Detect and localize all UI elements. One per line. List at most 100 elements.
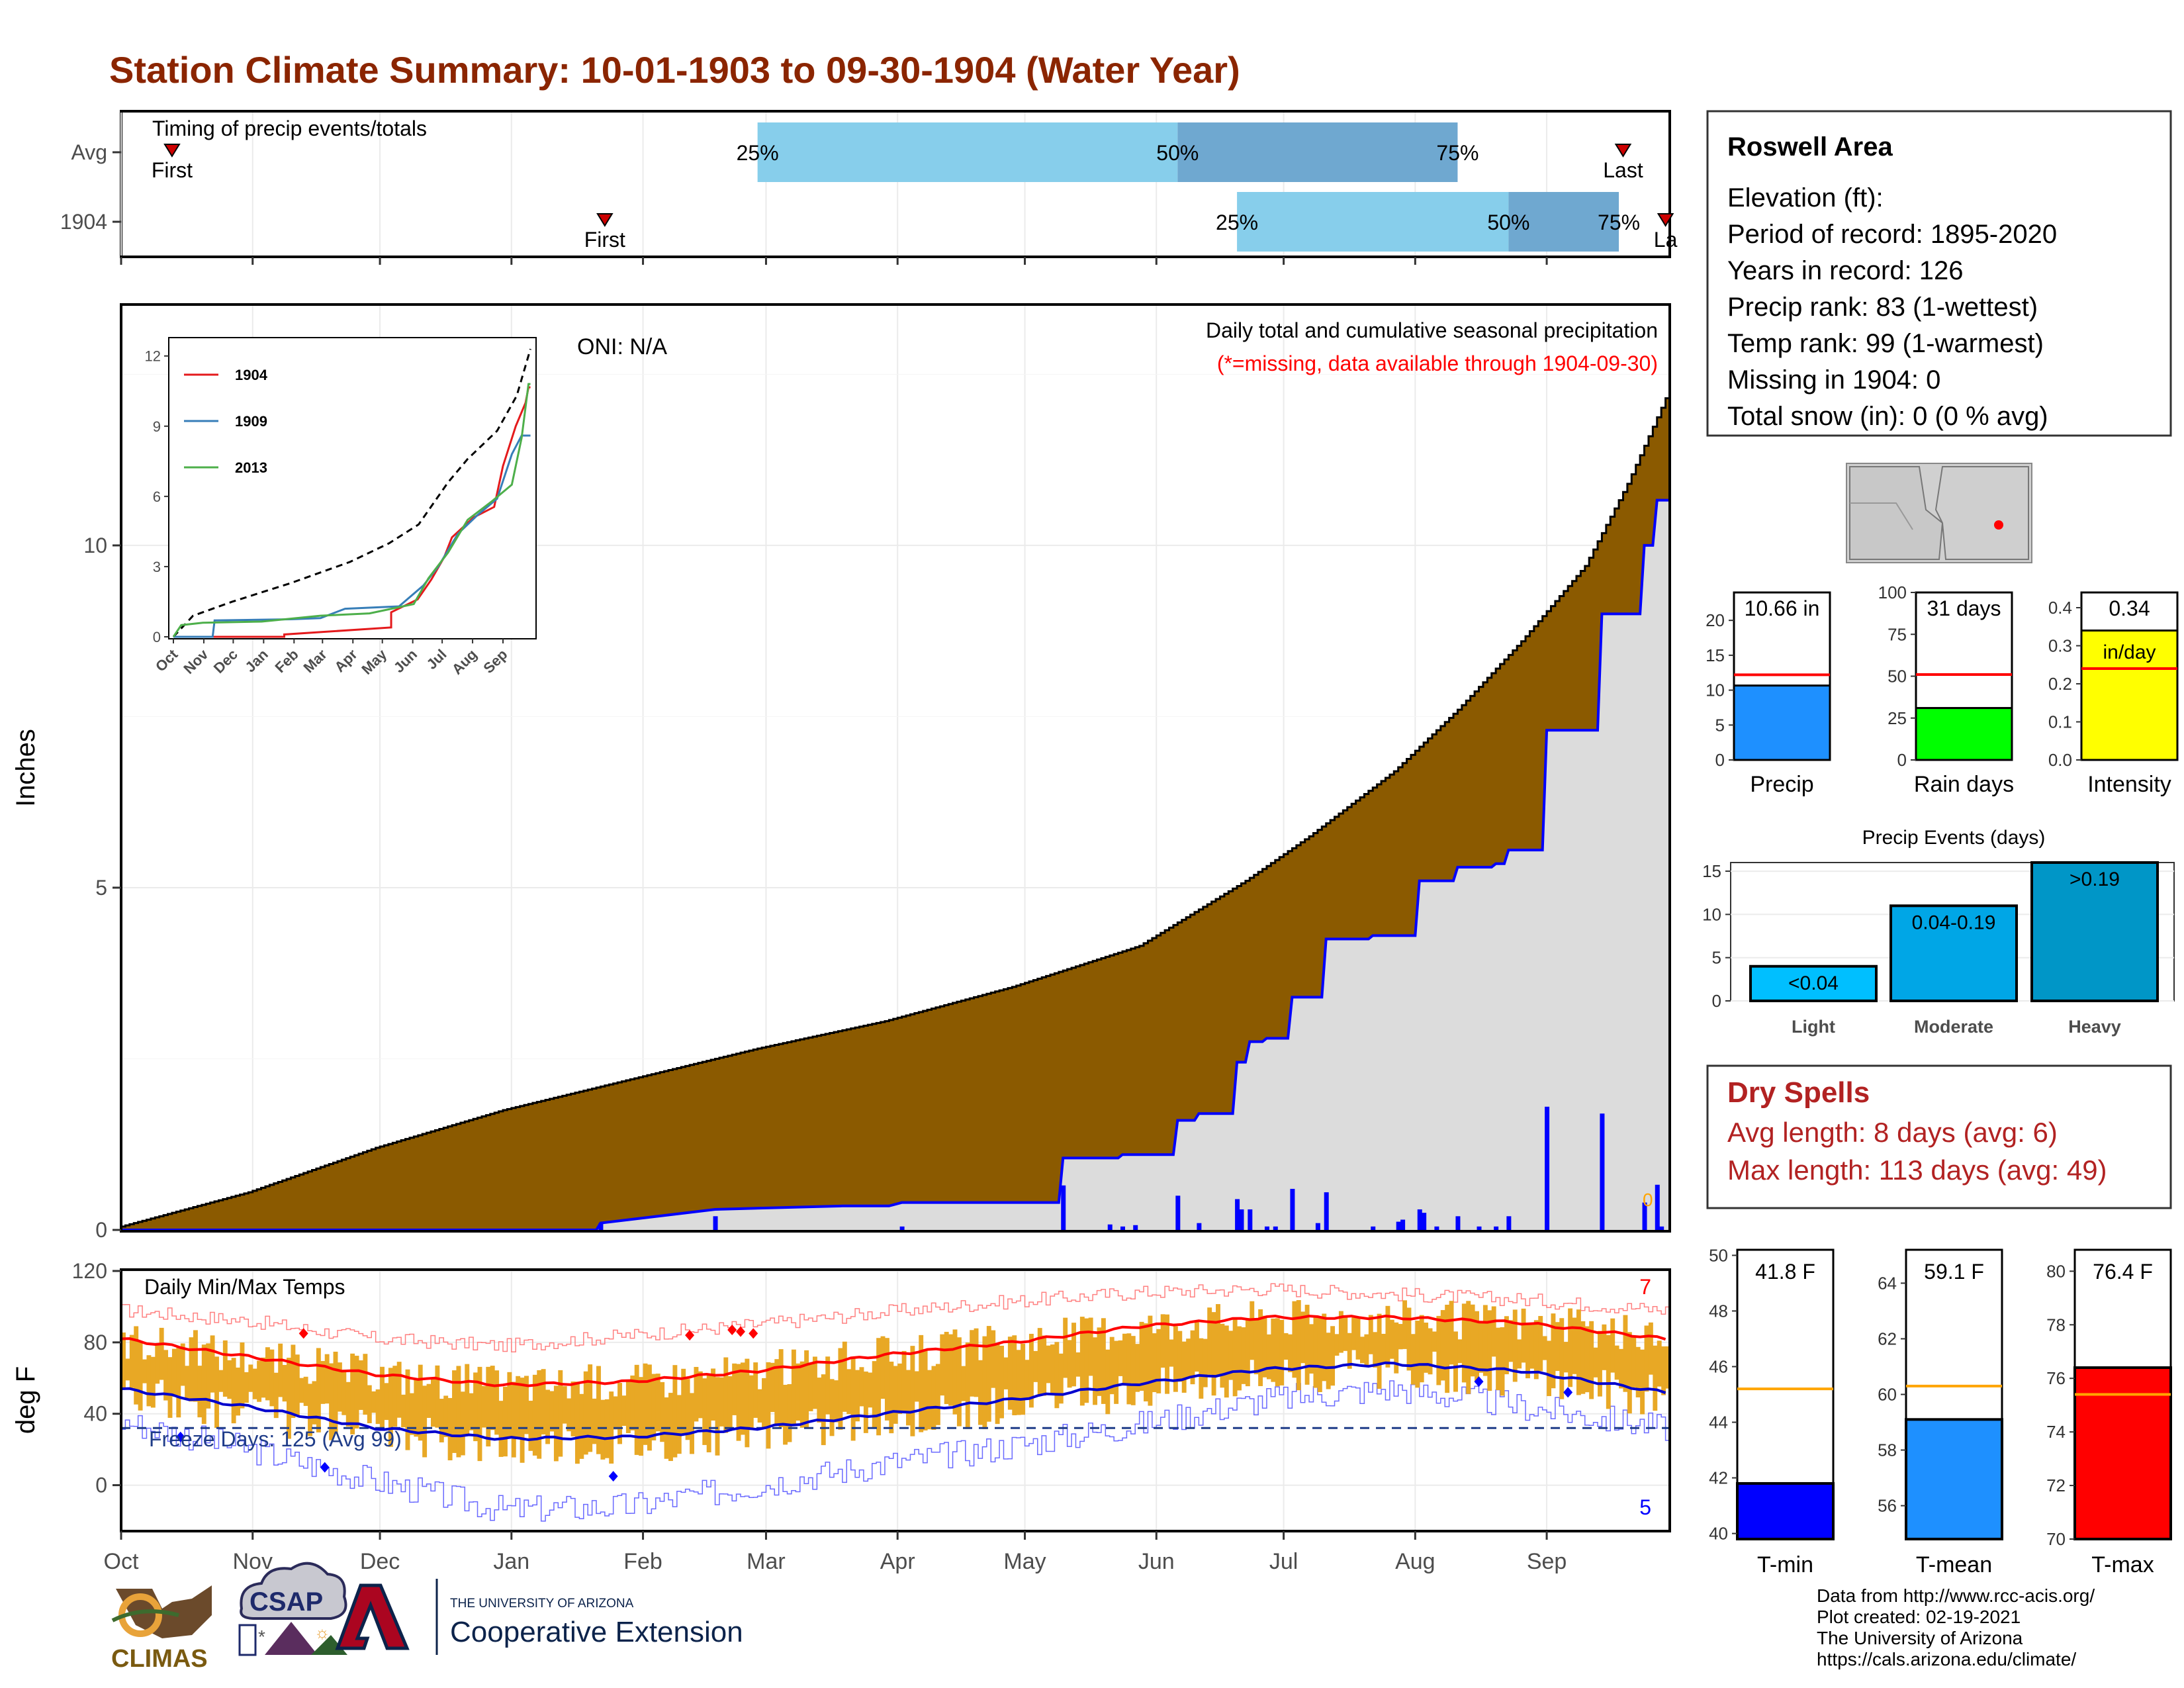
daily-temp-range-bar	[799, 1361, 805, 1428]
daily-temp-range-bar	[1058, 1353, 1064, 1404]
temp-y-tick-label: 40	[83, 1402, 107, 1426]
daily-temp-range-bar	[414, 1378, 419, 1437]
daily-temp-range-bar	[1559, 1318, 1565, 1399]
inset-y-tick-label: 3	[153, 559, 161, 575]
daily-temp-range-bar	[749, 1375, 754, 1430]
daily-temp-range-bar	[324, 1354, 330, 1404]
events-tick-label: 15	[1702, 861, 1721, 881]
daily-temp-range-bar	[159, 1327, 164, 1380]
daily-temp-range-bar	[741, 1362, 745, 1435]
daily-temp-range-bar	[537, 1370, 542, 1459]
daily-temp-range-bar	[961, 1366, 966, 1401]
daily-temp-range-bar	[1563, 1342, 1569, 1373]
daily-temp-range-bar	[516, 1376, 521, 1440]
summary-bar-value-label: 0.34	[2109, 596, 2150, 620]
precip-event-category: Moderate	[1914, 1017, 1993, 1037]
summary-bar-tick-label: 0.4	[2048, 598, 2072, 618]
daily-precip-bar	[1600, 1113, 1605, 1230]
daily-temp-range-bar	[396, 1362, 402, 1418]
inset-legend-label: 1909	[235, 413, 267, 430]
cumulative-1904-area	[121, 500, 1670, 1231]
timing-pct-label: 25%	[1216, 211, 1258, 234]
daily-temp-range-bar	[1428, 1328, 1433, 1375]
daily-precip-bar	[1290, 1188, 1295, 1230]
station-info-line: Period of record: 1895-2020	[1727, 220, 2057, 249]
daily-precip-bar	[1494, 1226, 1499, 1230]
credit-line: Data from http://www.rcc-acis.org/	[1817, 1585, 2095, 1606]
daily-temp-range-bar	[1237, 1326, 1242, 1391]
daily-temp-range-bar	[418, 1364, 423, 1441]
daily-temp-range-bar	[456, 1366, 461, 1458]
daily-temp-range-bar	[261, 1357, 266, 1398]
daily-temp-range-bar	[570, 1382, 576, 1436]
daily-temp-range-bar	[1360, 1336, 1365, 1364]
daily-precip-bar	[1239, 1209, 1244, 1230]
daily-temp-range-bar	[1614, 1345, 1619, 1380]
summary-bar-value-label: 10.66 in	[1745, 596, 1820, 620]
daily-temp-range-bar	[897, 1363, 903, 1414]
daily-temp-range-bar	[1377, 1313, 1382, 1389]
daily-temp-range-bar	[1627, 1332, 1632, 1414]
temp-summary-tick-label: 80	[2046, 1261, 2066, 1281]
dry-spells-box: Dry Spells Avg length: 8 days (avg: 6) M…	[1706, 1064, 2172, 1209]
daily-temp-range-bar	[295, 1354, 300, 1417]
daily-temp-range-bar	[236, 1367, 241, 1416]
daily-precip-bar	[1396, 1221, 1401, 1230]
daily-temp-range-bar	[1461, 1303, 1467, 1383]
daily-temp-range-bar	[1144, 1323, 1148, 1402]
daily-temp-range-bar	[494, 1370, 500, 1435]
daily-temp-range-bar	[329, 1363, 334, 1440]
daily-temp-range-bar	[1330, 1326, 1336, 1386]
daily-temp-range-bar	[1071, 1323, 1076, 1387]
daily-temp-range-bar	[176, 1348, 181, 1418]
daily-temp-range-bar	[431, 1378, 435, 1427]
daily-temp-range-bar	[567, 1398, 572, 1432]
daily-temp-range-bar	[312, 1381, 317, 1425]
daily-temp-range-bar	[880, 1336, 886, 1399]
daily-temp-range-bar	[995, 1342, 1000, 1425]
daily-temp-range-bar	[1033, 1350, 1038, 1382]
temp-summary-tick-label: 48	[1709, 1301, 1728, 1321]
last-event-label: La	[1654, 228, 1678, 252]
daily-temp-range-bar	[1598, 1331, 1602, 1397]
climas-logo: CLIMAS	[111, 1585, 212, 1673]
daily-temp-range-bar	[1665, 1346, 1670, 1389]
daily-temp-range-bar	[511, 1382, 516, 1458]
daily-precip-bar	[1506, 1216, 1512, 1230]
hot-record-count: 7	[1639, 1275, 1651, 1299]
daily-temp-range-bar	[1165, 1314, 1170, 1394]
daily-temp-range-bar	[872, 1361, 877, 1428]
station-info-line: Elevation (ft):	[1727, 183, 1884, 212]
daily-temp-range-bar	[643, 1363, 648, 1445]
daily-temp-range-bar	[1453, 1331, 1458, 1392]
daily-temp-range-bar	[1046, 1345, 1051, 1383]
temp-summary-value-bar	[1736, 1481, 1835, 1540]
daily-temp-range-bar	[736, 1364, 741, 1441]
daily-temp-range-bar	[1258, 1309, 1263, 1386]
daily-temp-range-bar	[944, 1331, 949, 1405]
temp-plot-area	[120, 1283, 1670, 1522]
daily-temp-range-bar	[193, 1330, 198, 1402]
daily-temp-range-bar	[1402, 1300, 1408, 1349]
daily-temp-range-bar	[1050, 1344, 1055, 1394]
precip-event-bar	[2030, 861, 2159, 1002]
temp-summary-tick-label: 40	[1709, 1524, 1728, 1544]
record-high-marker	[298, 1328, 308, 1339]
daily-temp-range-bar	[1118, 1340, 1123, 1376]
locator-map	[1846, 463, 2032, 563]
timing-pct-label: 25%	[737, 141, 779, 165]
map-new-mexico	[1934, 466, 2029, 560]
daily-temp-range-bar	[1525, 1323, 1530, 1379]
daily-temp-range-bar	[579, 1393, 584, 1459]
daily-temp-range-bar	[1602, 1324, 1607, 1370]
daily-precip-bar	[1422, 1213, 1427, 1230]
daily-temp-range-bar	[685, 1379, 690, 1440]
daily-temp-range-bar	[923, 1350, 928, 1430]
daily-temp-range-bar	[1211, 1312, 1216, 1396]
daily-temp-range-bar	[1067, 1340, 1072, 1388]
temp-summary-name: T-min	[1757, 1552, 1813, 1577]
daily-temp-range-bar	[341, 1370, 347, 1415]
daily-temp-range-bar	[940, 1334, 945, 1396]
daily-temp-range-bar	[647, 1364, 652, 1451]
daily-temp-range-bar	[1580, 1321, 1586, 1394]
